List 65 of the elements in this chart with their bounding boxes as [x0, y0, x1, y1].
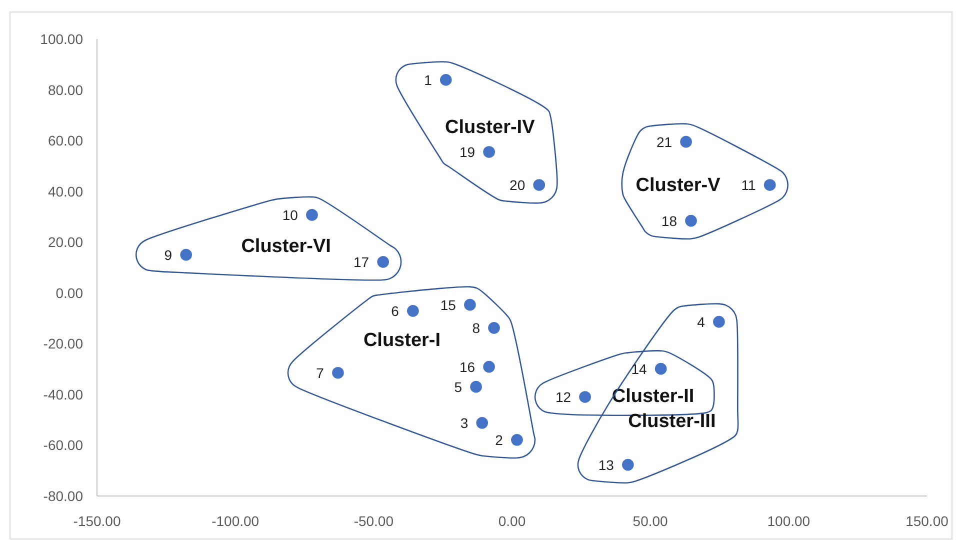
annotation: 6 [391, 302, 400, 319]
series-label: Cluster-II [612, 386, 694, 407]
series-label: Cluster-V [636, 174, 721, 196]
series-label: Cluster-I [363, 330, 441, 351]
point [306, 209, 318, 221]
x-tick-label: 100.00 [767, 513, 810, 529]
y-tick-label: 100.00 [40, 31, 84, 47]
annotation: 5 [454, 378, 462, 395]
annotation: 21 [656, 134, 672, 150]
point [764, 179, 776, 191]
annotation: 19 [459, 144, 476, 160]
point [470, 380, 482, 393]
point [488, 322, 500, 334]
series-label: Cluster-IV [445, 116, 536, 138]
y-tick-label: -60.00 [43, 437, 84, 454]
point [483, 360, 495, 373]
point [332, 366, 344, 379]
y-tick-label: -80.00 [43, 488, 84, 504]
y-tick-label: 20.00 [48, 234, 84, 250]
point [180, 248, 192, 261]
x-tick-label: 150.00 [906, 513, 949, 529]
annotation: 11 [741, 176, 756, 193]
x-tick-label: -100.00 [212, 513, 260, 529]
annotation: 2 [495, 432, 504, 448]
annotation: 4 [697, 314, 706, 330]
annotation: 3 [460, 414, 468, 431]
annotation: 13 [598, 456, 614, 473]
point [622, 458, 634, 471]
point [464, 298, 476, 311]
point [680, 136, 692, 148]
point [440, 74, 452, 86]
y-tick-label: -40.00 [43, 386, 84, 402]
x-tick-label: 50.00 [632, 513, 668, 529]
series-label: Cluster-VI [241, 236, 331, 257]
annotation: 14 [631, 360, 648, 377]
annotation: 12 [555, 388, 572, 405]
annotation: 17 [353, 254, 370, 270]
y-tick-label: 60.00 [48, 132, 84, 149]
point [713, 316, 725, 328]
annotation: 1 [424, 72, 432, 88]
annotation: 8 [472, 320, 480, 336]
point [533, 179, 546, 191]
series-label: Cluster-III [628, 410, 716, 432]
point [511, 434, 523, 446]
annotation: 7 [316, 364, 324, 381]
y-tick-label: 80.00 [48, 82, 84, 98]
y-tick-label: 40.00 [48, 183, 84, 200]
point [476, 416, 488, 429]
point [483, 146, 495, 158]
x-tick-label: -150.00 [73, 513, 121, 529]
annotation: 18 [661, 212, 678, 229]
point [579, 391, 591, 403]
y-tick-label: 0.00 [56, 284, 84, 301]
point [377, 256, 389, 268]
x-tick-label: 0.00 [498, 513, 526, 529]
annotation: 16 [459, 358, 476, 375]
x-tick-label: -50.00 [354, 513, 394, 529]
point [654, 362, 667, 375]
annotation: 9 [164, 246, 172, 263]
annotation: 10 [282, 206, 298, 223]
y-tick-label: -20.00 [43, 336, 84, 352]
annotation: 20 [510, 176, 526, 193]
point [407, 305, 419, 317]
annotation: 15 [440, 296, 456, 313]
point [685, 214, 697, 227]
